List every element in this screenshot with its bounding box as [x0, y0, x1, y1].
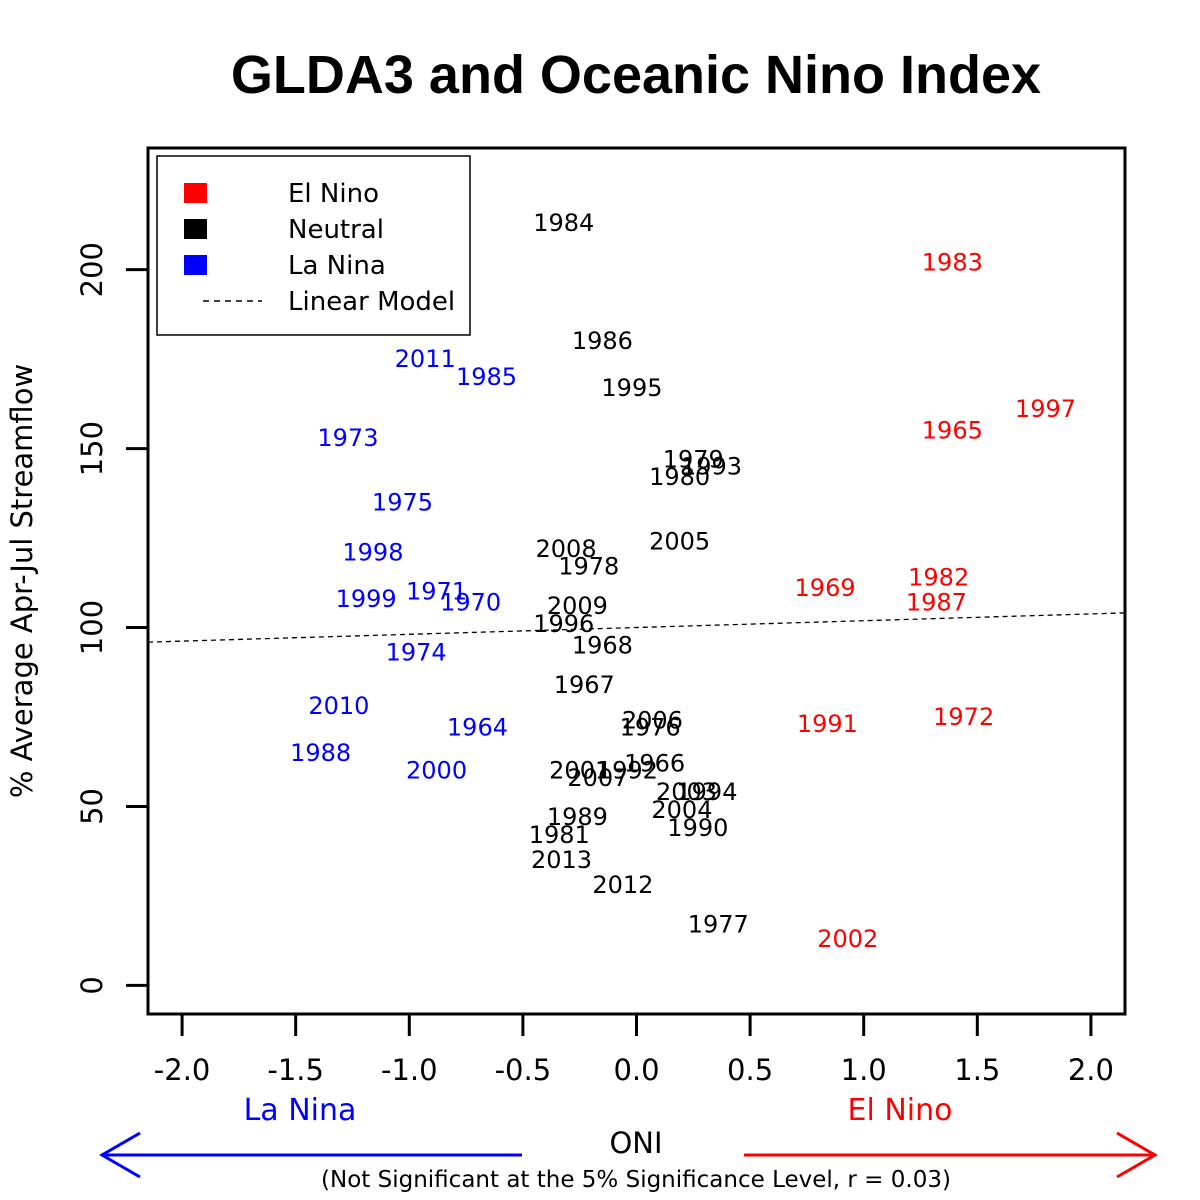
point-1972: 1972	[933, 703, 994, 731]
point-1987: 1987	[906, 588, 967, 616]
legend-label: El Nino	[288, 179, 379, 209]
point-2009: 2009	[547, 592, 608, 620]
point-1993: 1993	[681, 452, 742, 480]
linear-model-line	[147, 612, 1126, 643]
el-nino-side-label: El Nino	[848, 1093, 953, 1128]
point-1977: 1977	[688, 911, 749, 939]
y-axis-label: % Average Apr-Jul Streamflow	[5, 364, 39, 798]
point-1995: 1995	[601, 374, 662, 402]
point-2013: 2013	[531, 846, 592, 874]
legend-swatch	[184, 183, 207, 203]
point-1991: 1991	[797, 710, 858, 738]
x-tick-label: -1.5	[267, 1053, 324, 1087]
point-2000: 2000	[406, 757, 467, 785]
la-nina-arrow-head	[99, 1131, 141, 1179]
point-2006: 2006	[622, 707, 683, 735]
point-2004: 2004	[651, 796, 712, 824]
point-2008: 2008	[536, 535, 597, 563]
point-1974: 1974	[386, 639, 447, 667]
point-2010: 2010	[308, 692, 369, 720]
x-axis-label: ONI	[609, 1126, 662, 1160]
point-1984: 1984	[533, 209, 594, 237]
point-1982: 1982	[908, 563, 969, 591]
x-tick-label: 2.0	[1068, 1053, 1114, 1087]
linear-model-dashed-line	[147, 612, 1126, 643]
la-nina-side-label: La Nina	[244, 1093, 357, 1128]
point-1969: 1969	[795, 574, 856, 602]
point-1999: 1999	[336, 585, 397, 613]
x-tick-label: 1.0	[841, 1053, 887, 1087]
point-1966: 1966	[624, 750, 685, 778]
x-axis: -2.0 -1.5 -1.0 -0.5 0.0 0.5 1.0 1.5 2.0	[154, 1012, 1114, 1087]
point-1996: 1996	[533, 610, 594, 638]
point-2002: 2002	[817, 925, 878, 953]
point-1967: 1967	[554, 671, 615, 699]
point-1968: 1968	[572, 631, 633, 659]
legend-label: La Nina	[288, 251, 386, 281]
x-tick-label: 1.5	[954, 1053, 1000, 1087]
point-1964: 1964	[447, 714, 508, 742]
y-axis: 0 50 100 150 200	[75, 242, 150, 995]
el-nino-arrow-head	[1116, 1131, 1158, 1179]
legend-box	[156, 155, 471, 336]
point-1997: 1997	[1015, 395, 1076, 423]
x-tick-label: 0.0	[613, 1053, 659, 1087]
legend-swatch	[184, 219, 207, 239]
point-1975: 1975	[372, 488, 433, 516]
point-1965: 1965	[922, 417, 983, 445]
point-2001: 2001	[549, 757, 610, 785]
point-1981: 1981	[529, 821, 590, 849]
y-tick-label: 50	[75, 788, 109, 825]
la-nina-arrow	[99, 1131, 522, 1179]
point-2003: 2003	[656, 778, 717, 806]
point-1973: 1973	[317, 424, 378, 452]
y-tick-label: 0	[75, 976, 109, 994]
point-2011: 2011	[395, 345, 456, 373]
legend-label: Linear Model	[288, 287, 455, 317]
legend: El Nino Neutral La Nina Linear Model	[156, 155, 471, 336]
point-1994: 1994	[676, 778, 737, 806]
y-tick-label: 100	[75, 600, 109, 655]
point-1989: 1989	[547, 803, 608, 831]
point-1990: 1990	[667, 814, 728, 842]
legend-label: Neutral	[288, 215, 384, 245]
point-1970: 1970	[440, 588, 501, 616]
y-tick-label: 150	[75, 421, 109, 476]
point-1980: 1980	[649, 463, 710, 491]
point-1976: 1976	[620, 714, 681, 742]
significance-note: (Not Significant at the 5% Significance …	[321, 1167, 951, 1193]
legend-swatch	[184, 255, 207, 275]
point-1979: 1979	[663, 445, 724, 473]
point-1978: 1978	[558, 553, 619, 581]
point-2005: 2005	[649, 528, 710, 556]
point-2007: 2007	[567, 764, 628, 792]
el-nino-arrow	[744, 1131, 1158, 1179]
point-1988: 1988	[290, 739, 351, 767]
chart-title: GLDA3 and Oceanic Nino Index	[231, 45, 1041, 105]
point-1983: 1983	[922, 249, 983, 277]
y-tick-label: 200	[75, 242, 109, 297]
x-tick-label: -0.5	[495, 1053, 552, 1087]
point-1992: 1992	[597, 757, 658, 785]
x-tick-label: -2.0	[154, 1053, 211, 1087]
point-1971: 1971	[406, 578, 467, 606]
point-1986: 1986	[572, 327, 633, 355]
x-tick-label: -1.0	[381, 1053, 438, 1087]
point-1998: 1998	[342, 538, 403, 566]
point-1985: 1985	[456, 363, 517, 391]
point-2012: 2012	[592, 871, 653, 899]
x-tick-label: 0.5	[727, 1053, 773, 1087]
